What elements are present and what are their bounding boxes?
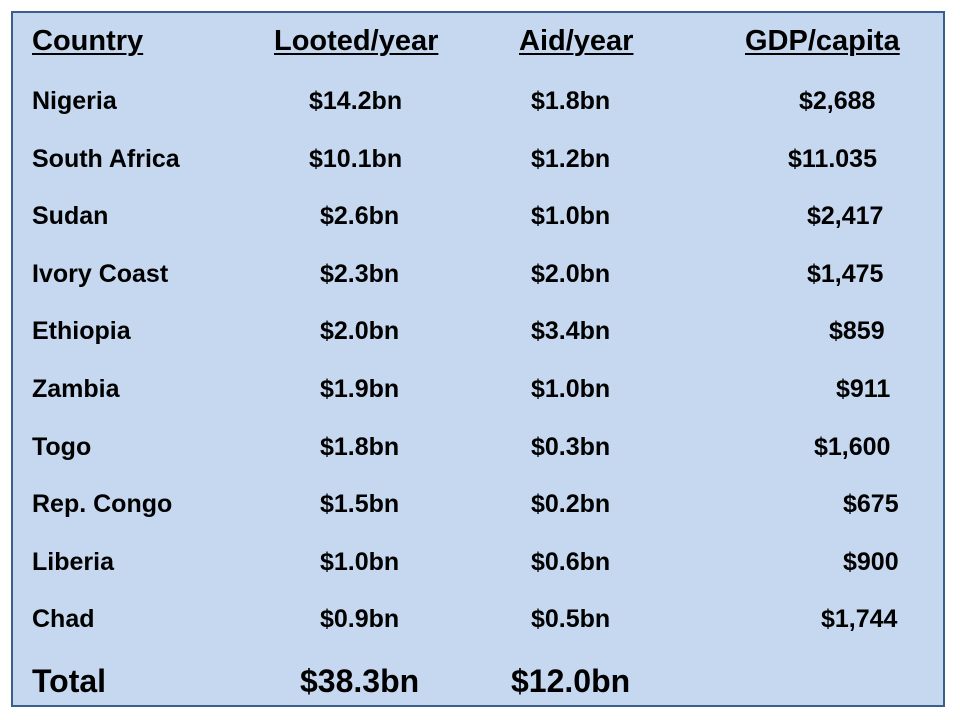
looted-cell: $1.9bn	[320, 375, 400, 403]
country-cell: Chad	[32, 605, 95, 633]
total-aid: $12.0bn	[511, 663, 631, 699]
aid-cell: $1.0bn	[531, 202, 611, 230]
country-cell: South Africa	[32, 145, 180, 173]
country-cell: Ethiopia	[32, 317, 131, 345]
header-gdp-capita: GDP/capita	[745, 25, 900, 57]
country-cell: Nigeria	[32, 87, 117, 115]
looted-cell: $1.5bn	[320, 490, 400, 518]
country-cell: Liberia	[32, 548, 114, 576]
aid-cell: $1.2bn	[531, 145, 611, 173]
country-cell: Zambia	[32, 375, 120, 403]
country-cell: Togo	[32, 433, 92, 461]
gdp-cell: $11.035	[788, 145, 877, 173]
gdp-cell: $675	[843, 490, 899, 518]
gdp-cell: $1,475	[807, 260, 884, 288]
gdp-cell: $911	[836, 375, 891, 403]
looted-cell: $1.8bn	[320, 433, 400, 461]
looted-cell: $2.0bn	[320, 317, 400, 345]
table-panel	[11, 11, 945, 707]
looted-cell: $0.9bn	[320, 605, 400, 633]
aid-cell: $0.5bn	[531, 605, 611, 633]
gdp-cell: $2,417	[807, 202, 884, 230]
gdp-cell: $2,688	[799, 87, 876, 115]
looted-cell: $10.1bn	[309, 145, 403, 173]
aid-cell: $0.3bn	[531, 433, 611, 461]
looted-cell: $1.0bn	[320, 548, 400, 576]
country-cell: Sudan	[32, 202, 109, 230]
looted-cell: $2.3bn	[320, 260, 400, 288]
gdp-cell: $1,600	[814, 433, 891, 461]
looted-cell: $2.6bn	[320, 202, 400, 230]
total-looted: $38.3bn	[300, 663, 420, 699]
gdp-cell: $900	[843, 548, 899, 576]
country-cell: Rep. Congo	[32, 490, 173, 518]
gdp-cell: $1,744	[821, 605, 898, 633]
header-looted-year: Looted/year	[274, 25, 439, 57]
total-label: Total	[32, 663, 107, 699]
gdp-cell: $859	[829, 317, 885, 345]
aid-cell: $0.6bn	[531, 548, 611, 576]
aid-cell: $2.0bn	[531, 260, 611, 288]
aid-cell: $0.2bn	[531, 490, 611, 518]
looted-cell: $14.2bn	[309, 87, 403, 115]
aid-cell: $1.0bn	[531, 375, 611, 403]
aid-cell: $3.4bn	[531, 317, 611, 345]
header-aid-year: Aid/year	[519, 25, 634, 57]
header-country: Country	[32, 25, 144, 57]
country-cell: Ivory Coast	[32, 260, 169, 288]
aid-cell: $1.8bn	[531, 87, 611, 115]
